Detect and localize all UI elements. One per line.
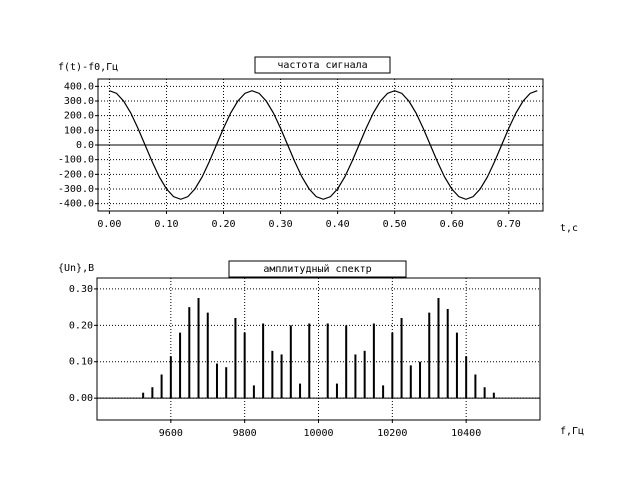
y-tick-label: -300.0 bbox=[58, 184, 94, 195]
title-box bbox=[254, 56, 391, 74]
title-box bbox=[228, 260, 407, 278]
x-axis-label: t,c bbox=[560, 223, 578, 234]
y-tick-label: 0.00 bbox=[69, 393, 93, 404]
x-tick-label: 10400 bbox=[451, 428, 481, 439]
x-tick-label: 0.10 bbox=[154, 219, 178, 230]
x-tick-label: 0.20 bbox=[211, 219, 235, 230]
y-tick-label: -100.0 bbox=[58, 155, 94, 166]
y-tick-label: 0.0 bbox=[76, 140, 94, 151]
y-tick-label: 100.0 bbox=[64, 125, 94, 136]
y-tick-label: 300.0 bbox=[64, 96, 94, 107]
x-tick-label: 10000 bbox=[303, 428, 333, 439]
y-tick-label: 200.0 bbox=[64, 111, 94, 122]
x-tick-label: 0.70 bbox=[497, 219, 521, 230]
x-tick-label: 0.30 bbox=[269, 219, 293, 230]
chart-title: амплитудный спектр bbox=[263, 263, 371, 275]
y-axis-label: {Un},B bbox=[58, 263, 94, 274]
chart-title: частота сигнала bbox=[277, 60, 367, 71]
x-tick-label: 0.50 bbox=[383, 219, 407, 230]
y-tick-label: 0.20 bbox=[69, 320, 93, 331]
y-axis-label: f(t)-f0,Гц bbox=[58, 62, 118, 73]
x-tick-label: 0.40 bbox=[326, 219, 350, 230]
x-tick-label: 10200 bbox=[377, 428, 407, 439]
x-tick-label: 0.00 bbox=[97, 219, 121, 230]
x-tick-label: 0.60 bbox=[440, 219, 464, 230]
x-tick-label: 9600 bbox=[159, 428, 183, 439]
x-tick-label: 9800 bbox=[233, 428, 257, 439]
y-tick-label: -200.0 bbox=[58, 169, 94, 180]
y-tick-label: 400.0 bbox=[64, 81, 94, 92]
y-tick-label: 0.30 bbox=[69, 284, 93, 295]
y-tick-label: -400.0 bbox=[58, 199, 94, 210]
x-axis-label: f,Гц bbox=[560, 426, 584, 437]
y-tick-label: 0.10 bbox=[69, 357, 93, 368]
signal-line bbox=[109, 90, 538, 200]
